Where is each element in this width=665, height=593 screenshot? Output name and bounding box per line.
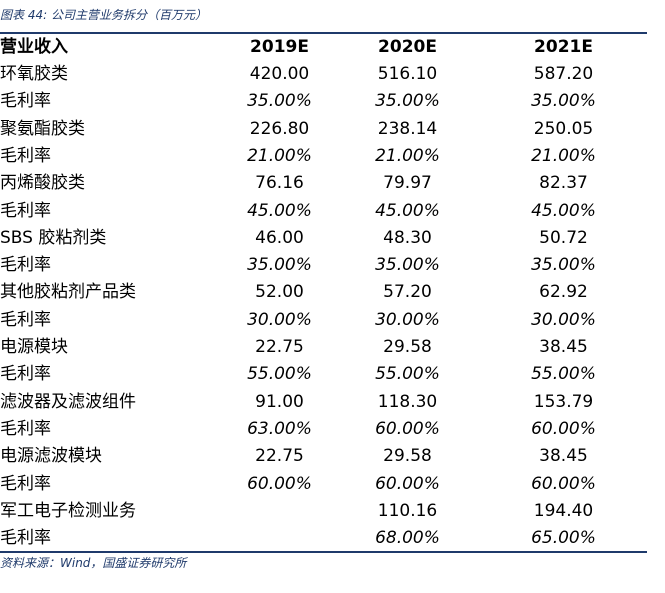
table-cell <box>222 525 337 552</box>
table-top-rule <box>0 32 647 34</box>
row-label: 毛利率 <box>0 91 51 112</box>
revenue-row: 环氧胶类 420.00 516.10 587.20 <box>0 61 647 88</box>
table-cell: 91.00 <box>255 391 304 412</box>
source-note: 资料来源：Wind，国盛证券研究所 <box>0 556 187 570</box>
row-label: 聚氨酯胶类 <box>0 118 85 139</box>
row-label: 毛利率 <box>0 309 51 330</box>
table-cell: 38.45 <box>539 337 588 357</box>
table-cell: 60.00% <box>531 473 596 494</box>
table-cell: 35.00% <box>375 255 440 276</box>
row-label: 毛利率 <box>0 145 51 166</box>
table-cell: 35.00% <box>247 91 312 112</box>
row-label: 丙烯酸胶类 <box>0 173 85 194</box>
row-label: 电源模块 <box>0 337 68 357</box>
row-label: SBS 胶粘剂类 <box>0 227 107 248</box>
table-cell: 420.00 <box>249 64 310 84</box>
table-cell: 22.75 <box>255 337 304 357</box>
table-cell: 60.00% <box>375 418 440 439</box>
row-label: 毛利率 <box>0 200 51 221</box>
table-cell: 82.37 <box>539 173 588 194</box>
row-label: 毛利率 <box>0 473 51 494</box>
margin-row: 毛利率 30.00% 30.00% 30.00% <box>0 307 647 334</box>
table-cell: 35.00% <box>531 255 596 276</box>
table-cell: 68.00% <box>375 528 440 549</box>
table-cell: 238.14 <box>377 118 438 139</box>
margin-row: 毛利率 21.00% 21.00% 21.00% <box>0 143 647 170</box>
table-bottom-rule <box>0 551 647 553</box>
table-cell: 79.97 <box>383 173 432 194</box>
table-cell: 60.00% <box>247 473 312 494</box>
header-label: 营业收入 <box>0 37 68 57</box>
table-cell: 55.00% <box>531 364 596 385</box>
table-cell: 55.00% <box>375 364 440 385</box>
table-cell: 76.16 <box>255 173 304 194</box>
margin-row: 毛利率 55.00% 55.00% 55.00% <box>0 361 647 388</box>
row-label: 滤波器及滤波组件 <box>0 391 136 412</box>
table-cell: 52.00 <box>255 282 304 303</box>
header-year: 2020E <box>378 37 437 57</box>
table-cell: 118.30 <box>377 391 438 412</box>
table-cell: 250.05 <box>533 118 594 139</box>
table-cell: 22.75 <box>255 446 304 467</box>
table-cell: 62.92 <box>539 282 588 303</box>
table-cell: 587.20 <box>533 64 594 84</box>
table-cell: 35.00% <box>375 91 440 112</box>
row-label: 其他胶粘剂产品类 <box>0 282 136 303</box>
table-cell: 60.00% <box>375 473 440 494</box>
row-label: 毛利率 <box>0 528 51 549</box>
margin-row: 毛利率 45.00% 45.00% 45.00% <box>0 198 647 225</box>
table-cell: 38.45 <box>539 446 588 467</box>
table-cell: 35.00% <box>247 255 312 276</box>
row-label: 军工电子检测业务 <box>0 500 136 521</box>
margin-row: 毛利率 68.00% 65.00% <box>0 525 647 552</box>
table-cell: 46.00 <box>255 227 304 248</box>
revenue-row: 电源模块 22.75 29.58 38.45 <box>0 334 647 361</box>
table-cell: 30.00% <box>247 309 312 330</box>
table-cell: 50.72 <box>539 227 588 248</box>
row-label: 毛利率 <box>0 364 51 385</box>
table-cell: 60.00% <box>531 418 596 439</box>
table-header-row: 营业收入 2019E 2020E 2021E <box>0 34 647 61</box>
header-year: 2021E <box>534 37 593 57</box>
table-caption: 图表 44: 公司主营业务拆分（百万元） <box>0 8 207 22</box>
row-label: 电源滤波模块 <box>0 446 102 467</box>
table-cell: 21.00% <box>247 145 312 166</box>
table-cell: 29.58 <box>383 446 432 467</box>
margin-row: 毛利率 35.00% 35.00% 35.00% <box>0 88 647 115</box>
table-cell: 516.10 <box>377 64 438 84</box>
row-label: 毛利率 <box>0 418 51 439</box>
revenue-row: 电源滤波模块 22.75 29.58 38.45 <box>0 443 647 470</box>
table-cell: 45.00% <box>247 200 312 221</box>
table-cell <box>222 498 337 525</box>
revenue-row: SBS 胶粘剂类 46.00 48.30 50.72 <box>0 225 647 252</box>
margin-row: 毛利率 35.00% 35.00% 35.00% <box>0 252 647 279</box>
table-cell: 48.30 <box>383 227 432 248</box>
table-cell: 35.00% <box>531 91 596 112</box>
margin-row: 毛利率 60.00% 60.00% 60.00% <box>0 471 647 498</box>
table-cell: 45.00% <box>531 200 596 221</box>
revenue-row: 军工电子检测业务 110.16 194.40 <box>0 498 647 525</box>
table-cell: 45.00% <box>375 200 440 221</box>
revenue-row: 滤波器及滤波组件 91.00 118.30 153.79 <box>0 389 647 416</box>
table-cell: 30.00% <box>531 309 596 330</box>
table-cell: 110.16 <box>377 500 438 521</box>
margin-row: 毛利率 63.00% 60.00% 60.00% <box>0 416 647 443</box>
table-cell: 153.79 <box>533 391 594 412</box>
table-cell: 194.40 <box>533 500 594 521</box>
table-cell: 29.58 <box>383 337 432 357</box>
row-label: 毛利率 <box>0 255 51 276</box>
revenue-row: 其他胶粘剂产品类 52.00 57.20 62.92 <box>0 279 647 306</box>
table-cell: 21.00% <box>375 145 440 166</box>
header-year: 2019E <box>250 37 309 57</box>
row-label: 环氧胶类 <box>0 64 68 84</box>
revenue-row: 丙烯酸胶类 76.16 79.97 82.37 <box>0 170 647 197</box>
table-cell: 65.00% <box>531 528 596 549</box>
table-cell: 226.80 <box>249 118 310 139</box>
table-cell: 63.00% <box>247 418 312 439</box>
table-cell: 57.20 <box>383 282 432 303</box>
table-cell: 21.00% <box>531 145 596 166</box>
revenue-row: 聚氨酯胶类 226.80 238.14 250.05 <box>0 116 647 143</box>
table-cell: 30.00% <box>375 309 440 330</box>
table-cell: 55.00% <box>247 364 312 385</box>
